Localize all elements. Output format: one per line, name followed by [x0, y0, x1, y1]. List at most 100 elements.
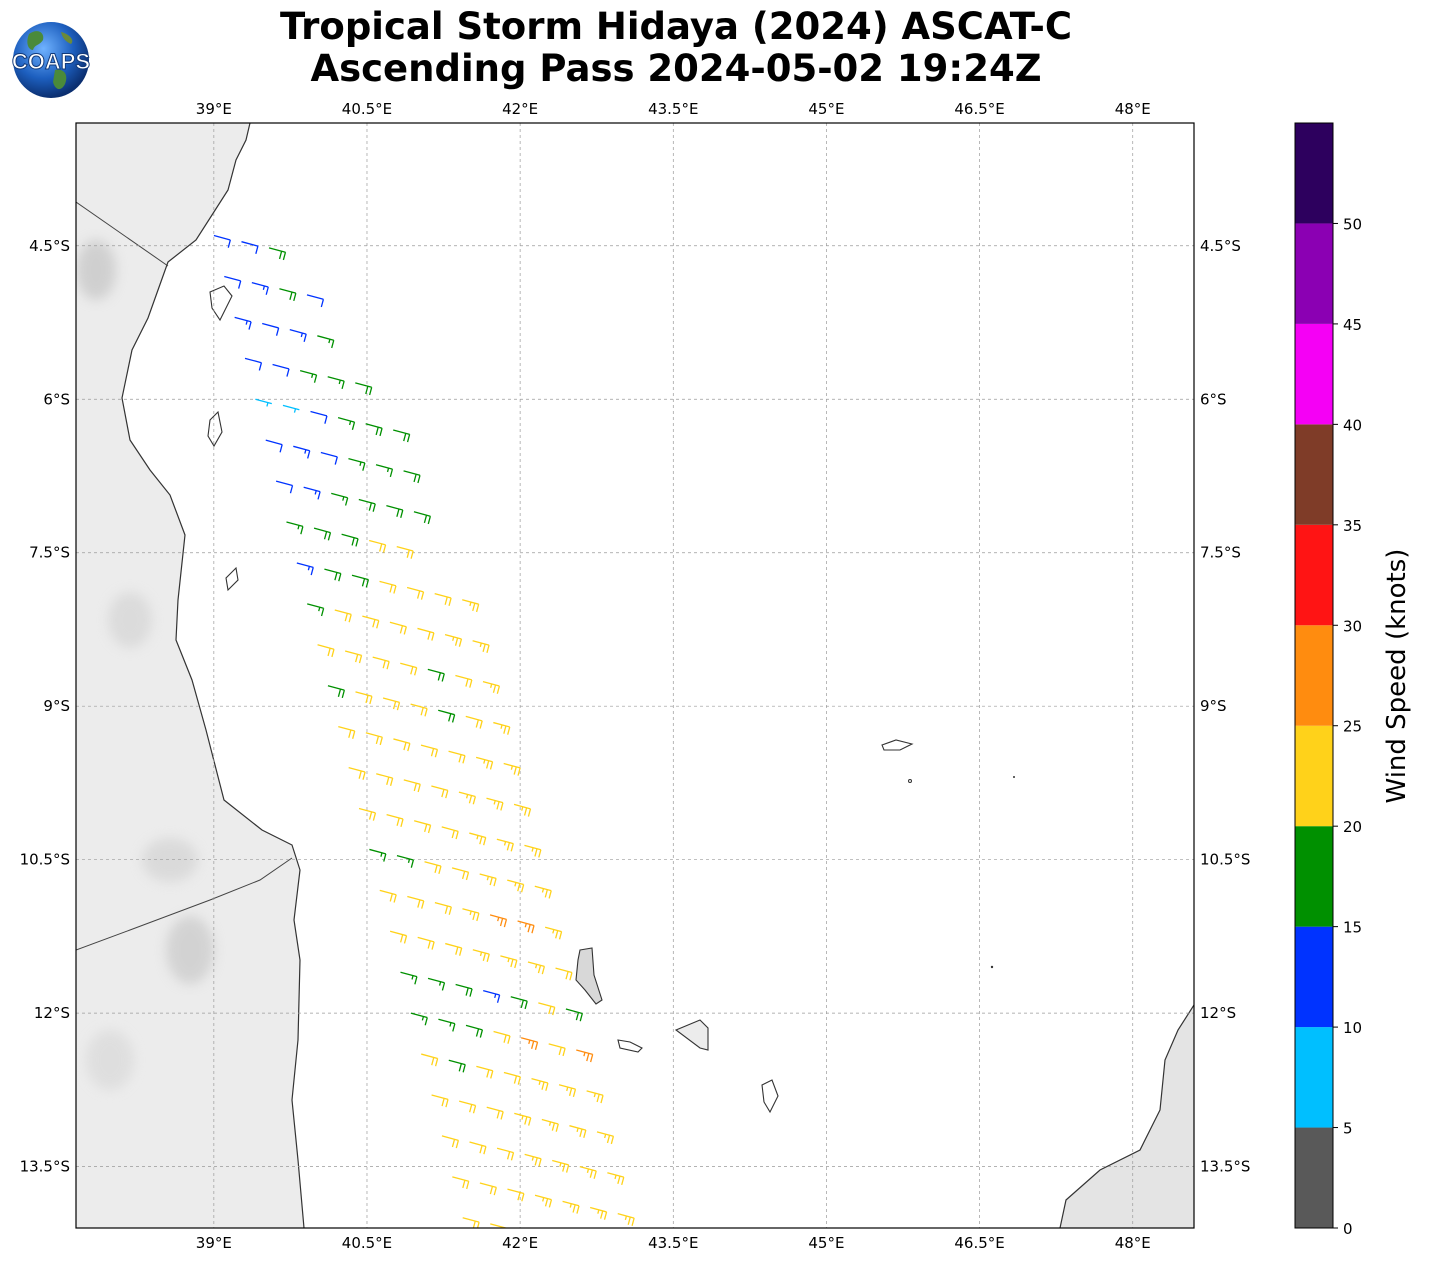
wind-barb-staff — [403, 779, 421, 785]
wind-barb-feather — [451, 1139, 456, 1148]
wind-barb-feather — [303, 333, 307, 342]
wind-barb-half-feather — [479, 642, 482, 648]
wind-barb-staff — [403, 470, 421, 476]
colorbar-segment — [1295, 1127, 1333, 1228]
wind-barb-staff — [434, 593, 452, 599]
wind-barb-staff — [465, 715, 483, 722]
wind-barb-staff — [303, 486, 321, 493]
wind-barb-feather — [558, 931, 563, 940]
wind-barb-feather — [279, 444, 283, 453]
wind-barb-feather — [375, 427, 379, 436]
wind-barb-feather — [534, 1157, 538, 1166]
wind-barb-staff — [431, 785, 448, 792]
wind-barb-half-feather — [510, 765, 514, 770]
wind-barb-half-feather — [493, 800, 496, 805]
wind-barb-staff — [224, 275, 241, 282]
wind-barb-feather — [423, 514, 428, 524]
wind-barb-staff — [272, 363, 290, 370]
wind-barb-feather — [537, 965, 542, 974]
wind-barb-feather — [313, 374, 318, 383]
lon-tick-label-bottom: 39°E — [196, 1234, 232, 1252]
wind-barb-feather — [527, 808, 532, 817]
wind-barb-half-feather — [597, 1209, 600, 1214]
wind-barb-feather — [527, 924, 531, 933]
wind-barb-feather — [454, 637, 459, 646]
wind-barb-feather — [452, 1023, 456, 1032]
wind-barb-feather — [375, 735, 380, 745]
wind-barb-feather — [492, 684, 497, 693]
wind-barb-staff — [424, 861, 442, 867]
gridlines — [76, 123, 1194, 1228]
wind-barb-staff — [320, 451, 338, 458]
wind-barb-feather — [556, 1240, 558, 1248]
wind-barb-feather — [579, 1128, 583, 1137]
wind-barb-staff — [241, 241, 259, 247]
wind-barb-feather — [469, 679, 473, 688]
wind-barb-feather — [523, 807, 528, 816]
wind-barb-feather — [334, 572, 338, 581]
lat-tick-label-left: 13.5°S — [20, 1158, 70, 1176]
wind-barb-staff — [552, 1159, 569, 1166]
colorbar-segment — [1295, 725, 1333, 827]
wind-barb-half-feather — [542, 1197, 545, 1202]
wind-barb-feather — [379, 737, 383, 746]
wind-barb-staff — [244, 357, 262, 364]
wind-barb-staff — [417, 936, 435, 943]
wind-barb-feather — [403, 433, 407, 442]
wind-barb-feather — [406, 434, 411, 443]
wind-barb-feather — [286, 368, 290, 377]
wind-barb-feather — [479, 720, 483, 729]
wind-barb-feather — [476, 913, 480, 922]
wind-barb-feather — [510, 959, 514, 968]
wind-barb-half-feather — [541, 888, 545, 893]
wind-barb-feather — [593, 1170, 597, 1179]
wind-barb-feather — [572, 1204, 576, 1213]
wind-barb-feather — [358, 770, 362, 779]
pemba-island — [209, 285, 233, 322]
wind-barb-feather — [465, 872, 470, 881]
wind-barb-half-feather — [311, 373, 314, 378]
wind-barb-staff — [317, 644, 335, 650]
wind-barb-half-feather — [524, 923, 527, 928]
wind-barb-staff — [517, 920, 535, 927]
wind-barb-staff — [438, 709, 455, 716]
wind-barb-feather — [421, 900, 425, 909]
wind-barb-feather — [392, 701, 397, 710]
wind-barb-staff — [465, 1024, 483, 1031]
wind-barb-staff — [475, 756, 493, 763]
wind-barb-staff — [555, 967, 573, 974]
wind-barb-staff — [476, 1065, 493, 1072]
zanzibar-island — [207, 410, 223, 448]
mayotte — [761, 1079, 779, 1114]
wind-barb-staff — [513, 803, 531, 810]
wind-barb-staff — [265, 439, 283, 446]
wind-barb-feather — [406, 549, 410, 558]
madagascar-coast — [1059, 1004, 1194, 1228]
wind-barb-staff — [338, 726, 355, 732]
wind-barb-feather — [337, 688, 342, 697]
wind-barb-staff — [348, 457, 366, 464]
wind-barb-staff — [562, 1200, 580, 1207]
wind-barb-staff — [282, 404, 300, 411]
wind-barb-half-feather — [490, 683, 493, 689]
wind-barb-feather — [278, 251, 283, 260]
wind-barb-feather — [499, 918, 504, 927]
wind-barb-feather — [441, 789, 445, 798]
wind-barb-half-feather — [342, 496, 345, 501]
wind-barb-staff — [586, 1090, 604, 1096]
wind-barb-feather — [548, 1006, 552, 1015]
wind-barb-feather — [445, 1099, 449, 1108]
lon-tick-label-bottom: 40.5°E — [342, 1234, 392, 1252]
lat-tick-label-right: 4.5°S — [1200, 237, 1241, 255]
wind-barb-feather — [538, 1158, 542, 1167]
wind-barb-feather — [507, 726, 511, 735]
wind-barb-feather — [327, 532, 332, 541]
wind-barb-staff — [317, 335, 334, 341]
wind-barb-feather — [420, 591, 425, 600]
wind-barb-feather — [434, 1058, 439, 1067]
colorbar-tick-label: 0 — [1343, 1220, 1353, 1238]
wind-barb-staff — [389, 621, 407, 628]
wind-barb-feather — [514, 960, 518, 969]
wind-barb-feather — [238, 280, 242, 289]
plot-frame — [75, 122, 1195, 1229]
